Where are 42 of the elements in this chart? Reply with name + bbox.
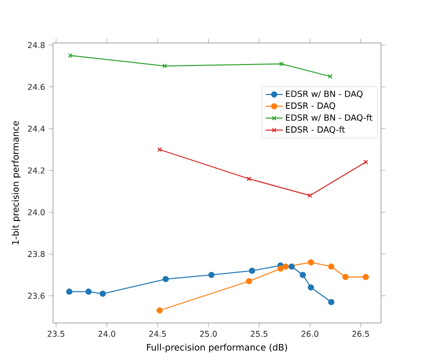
point [300,272,306,278]
y-tick-label: 24.8 [28,42,45,48]
point [342,274,349,280]
x-axis-title: Full-precision performance (dB) [147,344,287,352]
point [162,276,169,282]
point [208,272,215,278]
point [162,64,168,68]
point [308,284,314,291]
point [308,193,312,198]
x-tick-label: 26.5 [352,330,369,337]
legend-label: EDSR w/ BN - DAQ [286,90,363,98]
y-tick-label: 23.8 [28,251,45,258]
point [246,278,252,284]
point [66,288,72,295]
x-tick-label: 26.0 [302,330,318,337]
point [246,176,252,182]
point [248,268,256,274]
point [308,259,314,266]
point [328,263,334,270]
y-tick-label: 24.4 [28,126,45,132]
y-axis-title: 1-bit precision performance [12,121,21,244]
point [282,263,289,270]
y-tick-label: 24.0 [28,209,45,216]
y-tick-label: 24.6 [28,84,45,90]
legend-label: EDSR w/ BN - DAQ-ft [286,114,372,122]
point [362,274,369,280]
point [288,263,295,270]
x-tick-label: 24.0 [98,330,116,337]
point [100,290,106,297]
point [279,62,284,66]
y-tick-label: 24.2 [28,167,44,174]
y-tick-label: 23.6 [28,292,45,299]
x-tick-label: 23.5 [48,330,64,337]
point [277,266,284,272]
point [156,307,163,314]
x-tick-label: 25.5 [250,330,268,337]
x-tick-label: 25.0 [200,330,217,337]
point [85,288,92,295]
x-tick-label: 24.5 [149,330,166,337]
point [328,298,334,306]
legend-label: EDSR - DAQ-ft [286,126,345,134]
legend-label: EDSR - DAQ [286,102,336,110]
